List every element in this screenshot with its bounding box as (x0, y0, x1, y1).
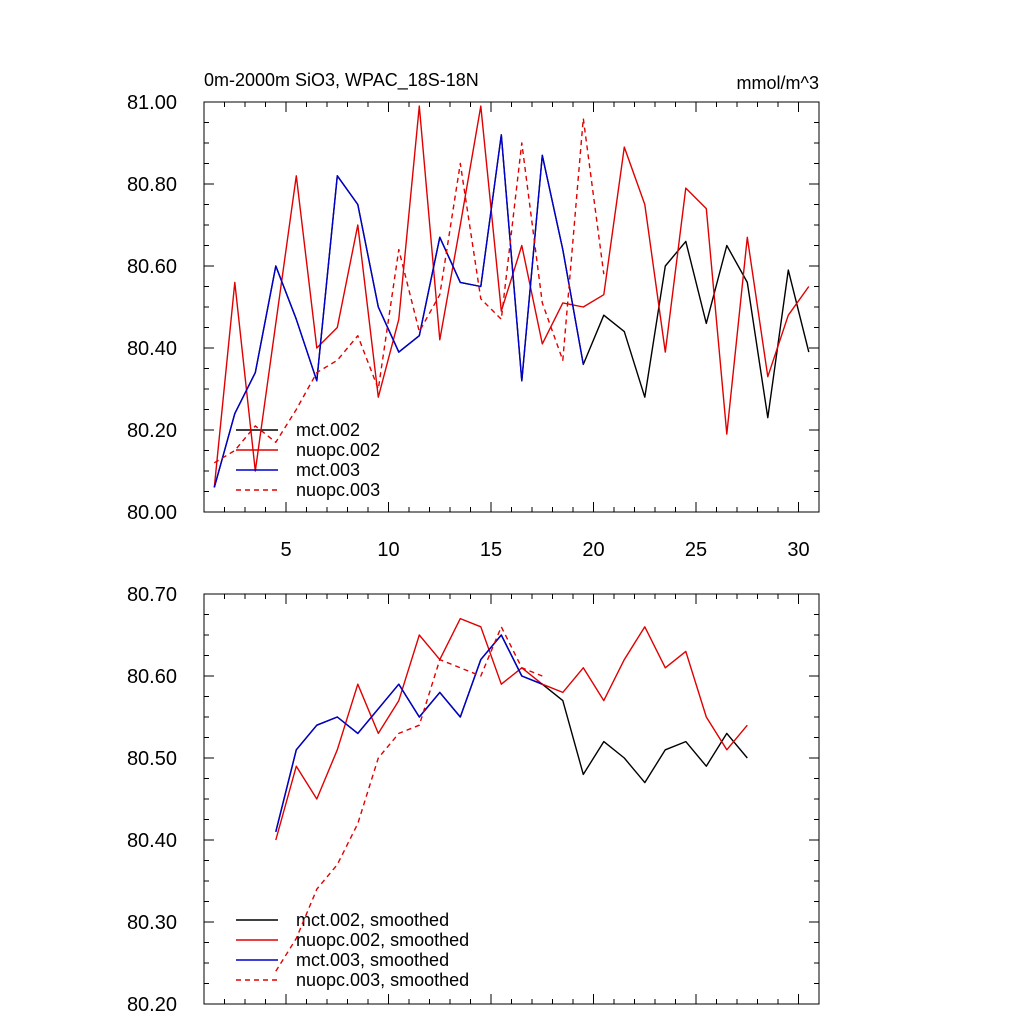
y-tick-label: 80.40 (127, 338, 177, 360)
y-tick-label: 80.60 (127, 666, 177, 688)
legend-label: nuopc.003 (296, 480, 380, 500)
series-line-mct-002-smoothed (276, 635, 748, 832)
y-tick-label: 80.30 (127, 912, 177, 934)
y-tick-label: 80.70 (127, 584, 177, 606)
y-tick-label: 80.60 (127, 256, 177, 278)
x-tick-label: 20 (582, 539, 604, 561)
y-tick-label: 80.40 (127, 830, 177, 852)
legend-label: mct.003 (296, 460, 360, 480)
y-tick-label: 80.00 (127, 502, 177, 524)
y-tick-label: 80.80 (127, 174, 177, 196)
x-tick-label: 5 (280, 539, 291, 561)
legend-label: nuopc.002 (296, 440, 380, 460)
x-tick-label: 15 (480, 539, 502, 561)
y-tick-label: 80.50 (127, 748, 177, 770)
chart-title: 0m-2000m SiO3, WPAC_18S-18N (204, 70, 479, 91)
y-tick-label: 80.20 (127, 420, 177, 442)
series-line-nuopc-002-smoothed (276, 619, 748, 840)
legend-label: mct.002 (296, 420, 360, 440)
y-tick-label: 80.20 (127, 994, 177, 1016)
x-tick-label: 30 (787, 539, 809, 561)
units-label: mmol/m^3 (737, 73, 819, 93)
legend-label: nuopc.003, smoothed (296, 970, 469, 990)
y-tick-label: 81.00 (127, 92, 177, 114)
legend-label: mct.003, smoothed (296, 950, 449, 970)
legend-label: mct.002, smoothed (296, 910, 449, 930)
top-panel: 0m-2000m SiO3, WPAC_18S-18N mmol/m^3 80.00… (127, 70, 819, 561)
legend-label: nuopc.002, smoothed (296, 930, 469, 950)
x-tick-label: 25 (685, 539, 707, 561)
series-line-mct-003-smoothed (276, 635, 543, 832)
bottom-panel: 80.20 80.30 80.40 80.50 80.60 80.70 mct.002, s… (127, 584, 819, 1016)
x-tick-label: 10 (377, 539, 399, 561)
